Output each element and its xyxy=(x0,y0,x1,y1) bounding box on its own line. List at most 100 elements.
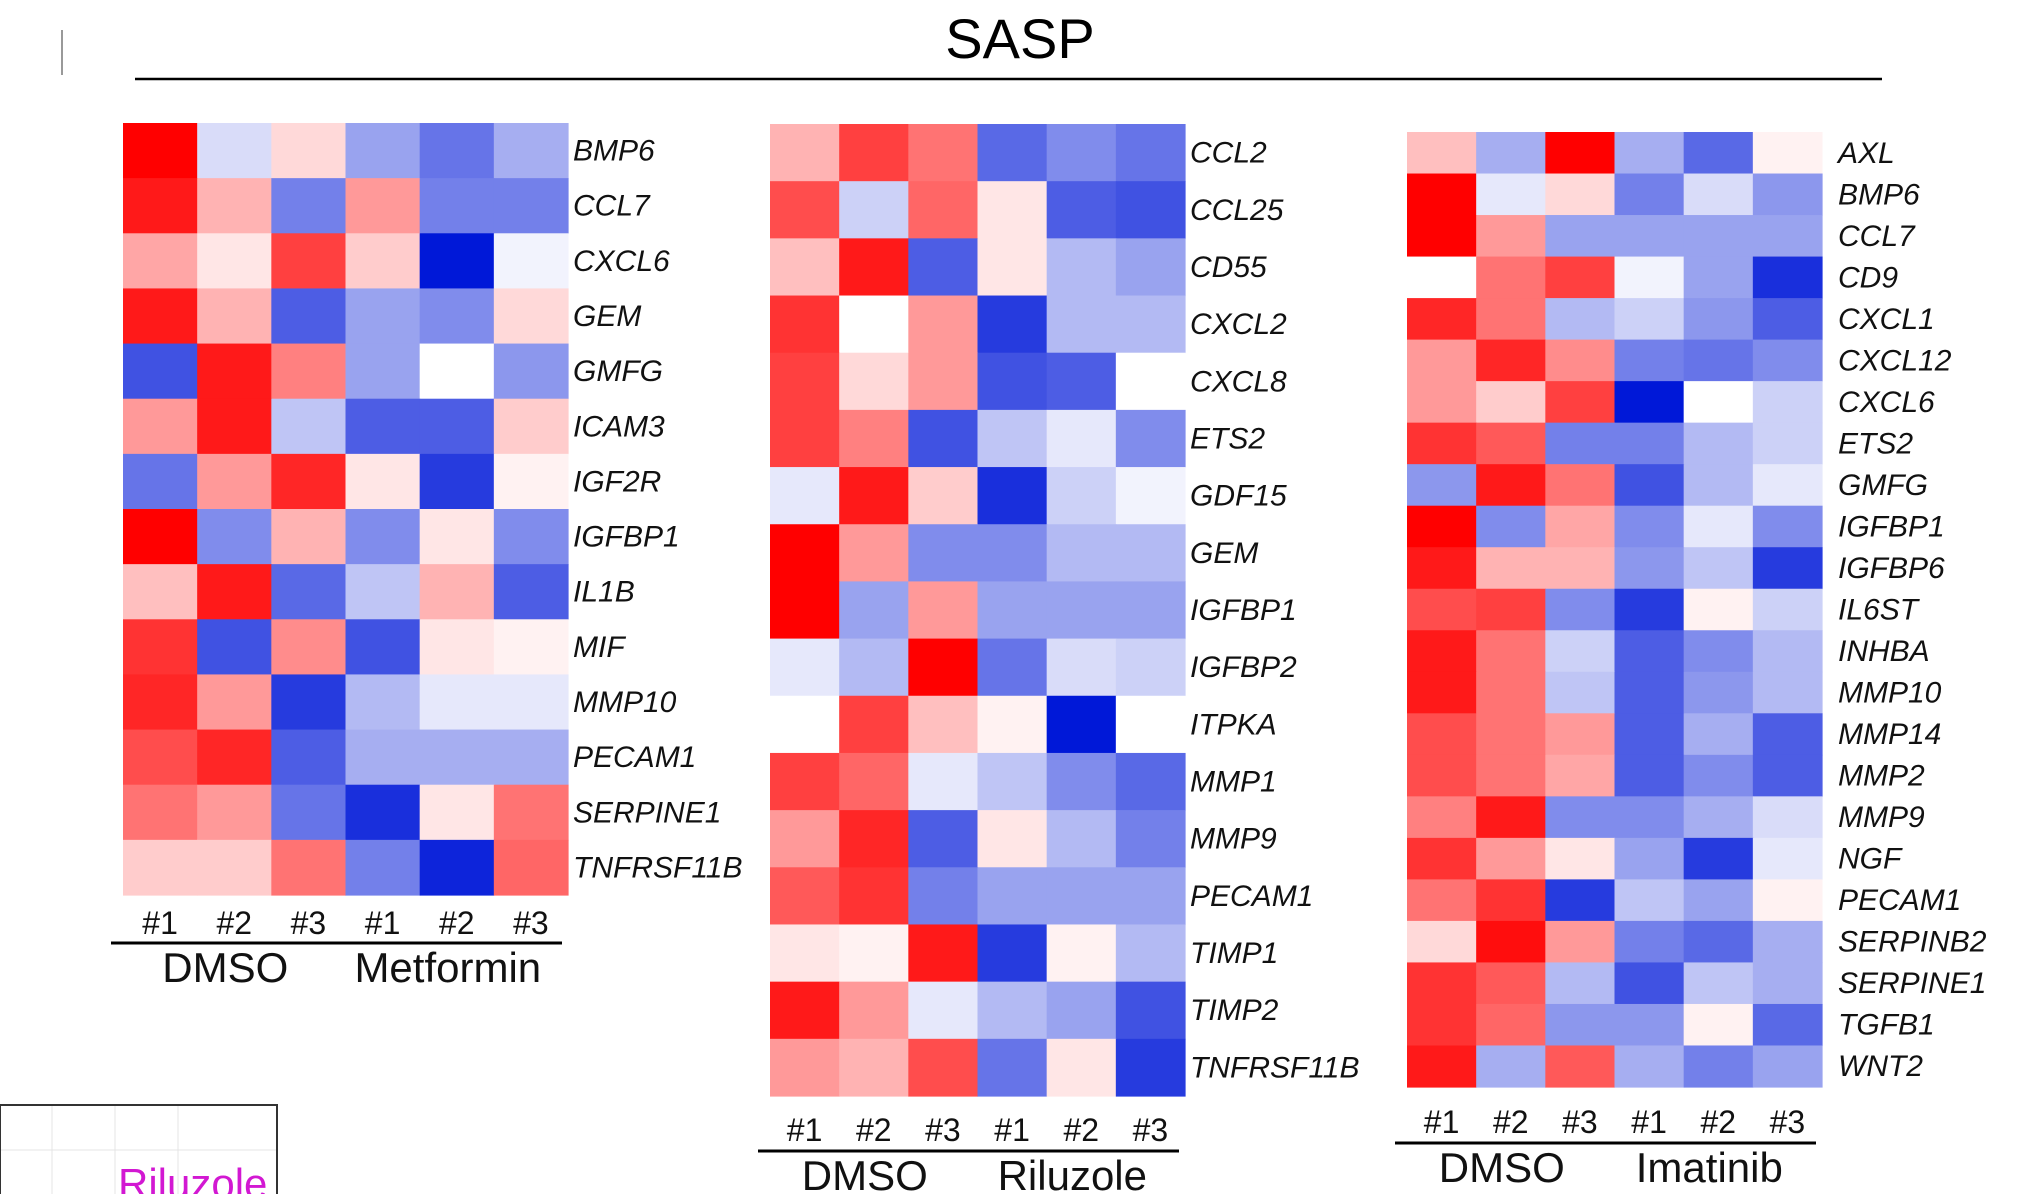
heatmap-cell xyxy=(1476,1003,1546,1047)
heatmap-cell xyxy=(1407,464,1477,507)
heatmap-cell xyxy=(493,619,569,676)
replicate-label: #3 xyxy=(1133,1112,1169,1148)
heatmap-cell xyxy=(1115,524,1186,583)
heatmap-cell xyxy=(839,1038,909,1097)
heatmap-cell xyxy=(1614,796,1685,839)
heatmap-cell xyxy=(123,619,198,676)
heatmap-cell xyxy=(1476,920,1546,964)
heatmap-cell xyxy=(1407,837,1477,880)
heatmap-cell xyxy=(908,238,979,297)
heatmap-cell xyxy=(1476,754,1546,797)
heatmap-cell xyxy=(493,123,569,179)
heatmap-cell xyxy=(1545,422,1616,465)
heatmap-cell xyxy=(123,839,198,896)
heatmap-cell xyxy=(839,810,909,868)
heatmap-cell xyxy=(493,288,569,345)
gene-label: TGFB1 xyxy=(1838,1009,1935,1042)
heatmap-cell xyxy=(271,839,347,896)
gene-label: MMP1 xyxy=(1190,766,1277,799)
heatmap-cell xyxy=(770,924,840,983)
gene-label: IGFBP1 xyxy=(1838,511,1945,544)
group-label: Imatinib xyxy=(1636,1144,1783,1191)
heatmap-cell xyxy=(1476,796,1546,839)
heatmap-cell xyxy=(123,233,198,290)
heatmap-cell xyxy=(1476,464,1546,507)
heatmap-cell xyxy=(1545,588,1616,631)
heatmap-panel: AXL BMP6 CCL7 CD9 CXCL1 CXCL12 CXCL6 ETS2 GMFG IG… xyxy=(1395,132,1987,1191)
heatmap-cell xyxy=(1752,256,1823,299)
heatmap-cell xyxy=(1614,588,1685,631)
heatmap-cell xyxy=(1545,173,1616,216)
heatmap-cell xyxy=(197,784,272,841)
heatmap-cell xyxy=(1545,505,1616,548)
heatmap-cell xyxy=(1614,1003,1685,1047)
gene-label: ICAM3 xyxy=(573,410,665,443)
heatmap-cell xyxy=(839,924,909,983)
group-label: DMSO xyxy=(162,944,288,991)
group-label: Metformin xyxy=(354,944,541,991)
heatmap-cell xyxy=(1407,422,1477,465)
heatmap-cell xyxy=(977,924,1048,983)
heatmap-cell xyxy=(977,524,1048,583)
heatmap-cell xyxy=(197,123,272,179)
heatmap-cell xyxy=(197,288,272,345)
heatmap-cell xyxy=(770,752,840,811)
heatmap-cell xyxy=(1545,132,1616,175)
heatmap-cell xyxy=(770,581,840,640)
heatmap-cell xyxy=(770,981,840,1040)
gene-label: SERPINE1 xyxy=(1838,967,1986,1000)
heatmap-cell xyxy=(271,178,347,234)
gene-label: MMP10 xyxy=(573,686,677,719)
heatmap-cell xyxy=(977,810,1048,868)
gene-label: AXL xyxy=(1836,137,1895,170)
gene-label: CXCL8 xyxy=(1190,365,1287,398)
gene-label: IGFBP2 xyxy=(1190,651,1297,684)
heatmap-cell xyxy=(770,1038,840,1097)
gene-label: CXCL1 xyxy=(1838,303,1935,336)
heatmap-cell xyxy=(271,453,347,510)
inset-riluzole-label: Riluzole xyxy=(118,1160,267,1194)
replicate-label: #3 xyxy=(513,905,549,941)
heatmap-cell xyxy=(1476,215,1546,258)
heatmap-cell xyxy=(1115,467,1186,525)
heatmap-cell xyxy=(977,695,1048,754)
heatmap-cell xyxy=(908,181,979,239)
heatmap-cell xyxy=(839,409,909,468)
gene-label: CCL7 xyxy=(1838,220,1916,253)
heatmap-cell xyxy=(839,467,909,525)
heatmap-cell xyxy=(1752,132,1823,175)
heatmap-cell xyxy=(1545,547,1616,590)
heatmap-cell xyxy=(1407,879,1477,922)
heatmap-cell xyxy=(839,124,909,182)
heatmap-cell xyxy=(1683,1045,1754,1088)
heatmap-cell xyxy=(770,181,840,239)
heatmap-cell xyxy=(345,288,421,345)
heatmap-cell xyxy=(345,564,421,620)
gene-label: GEM xyxy=(1190,537,1258,570)
heatmap-cell xyxy=(908,638,979,697)
gene-label: CXCL6 xyxy=(573,245,670,278)
heatmap-cell xyxy=(419,509,495,565)
heatmap-cell xyxy=(770,467,840,525)
heatmap-cell xyxy=(1407,796,1477,839)
heatmap-cell xyxy=(770,810,840,868)
replicate-label: #2 xyxy=(1701,1104,1737,1140)
heatmap-cell xyxy=(1683,547,1754,590)
heatmap-cell xyxy=(839,238,909,297)
heatmap-cell xyxy=(908,409,979,468)
gene-label: INHBA xyxy=(1838,635,1930,668)
heatmap-cell xyxy=(1046,352,1117,411)
heatmap-cell xyxy=(1407,754,1477,797)
heatmap-cell xyxy=(977,467,1048,525)
heatmap-cell xyxy=(1476,713,1546,756)
replicate-label: #1 xyxy=(1631,1104,1667,1140)
heatmap-cell xyxy=(1407,215,1477,258)
heatmap-cell xyxy=(839,295,909,354)
heatmap-cell xyxy=(345,729,421,786)
heatmap-cell xyxy=(1752,879,1823,922)
heatmap-cell xyxy=(1614,962,1685,1005)
heatmap-cell xyxy=(1407,671,1477,714)
heatmap-cell xyxy=(908,352,979,411)
heatmap-cell xyxy=(1545,879,1616,922)
